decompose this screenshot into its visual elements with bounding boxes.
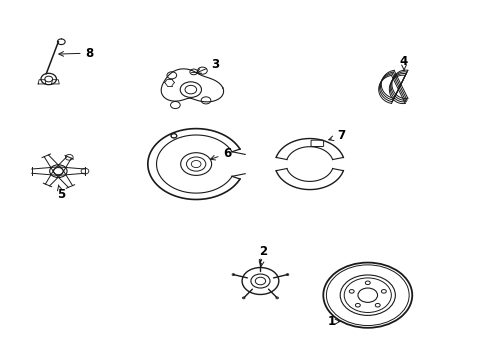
Text: 1: 1 [327,315,339,328]
Text: 6: 6 [210,147,231,160]
Text: 4: 4 [399,55,407,71]
Text: 8: 8 [59,46,94,60]
Text: 5: 5 [57,185,65,201]
Text: 7: 7 [328,130,345,143]
Text: 2: 2 [258,245,266,266]
Text: 3: 3 [196,58,219,73]
